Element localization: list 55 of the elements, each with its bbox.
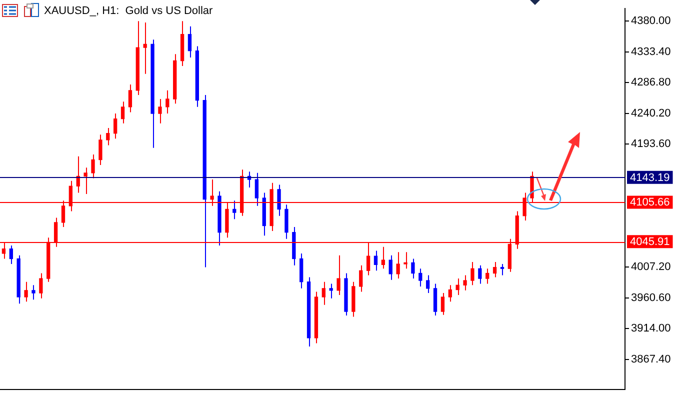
y-tick-label: 4240.20 [631, 107, 671, 120]
candlestick [24, 281, 28, 302]
candlestick [329, 283, 333, 299]
candlestick [478, 264, 482, 284]
y-tick-label: 4380.00 [631, 15, 671, 28]
candlestick [106, 128, 110, 146]
candlestick [284, 204, 288, 240]
candlestick [91, 154, 95, 179]
candlestick [166, 90, 170, 114]
candlestick [277, 184, 281, 216]
y-tick-label: 4333.40 [631, 46, 671, 58]
candlestick [374, 250, 378, 272]
candlestick [404, 252, 408, 270]
ref-line-label: 4143.19 [630, 172, 670, 184]
candlestick [9, 245, 13, 265]
candlestick [470, 262, 474, 286]
y-tick-label: 3867.40 [631, 353, 671, 366]
candlestick [396, 252, 400, 280]
candlestick [456, 278, 460, 296]
candlestick [388, 254, 392, 280]
candlestick [143, 22, 147, 74]
candlestick [322, 281, 326, 306]
candlestick [128, 84, 132, 113]
y-tick-label: 3914.00 [631, 322, 671, 335]
candlestick [433, 283, 438, 316]
y-tick-label: 3960.60 [631, 292, 671, 304]
candlestick [463, 274, 467, 291]
candlestick [411, 258, 415, 280]
y-tick-label: 4193.60 [631, 138, 671, 150]
ref-line-label: 4105.66 [630, 196, 670, 209]
candlestick [448, 284, 452, 302]
ref-line-label: 4045.91 [630, 236, 670, 248]
candlestick [114, 113, 118, 140]
candlestick [336, 254, 340, 296]
candlestick [359, 264, 363, 292]
candlestick [254, 172, 259, 206]
candlestick [84, 167, 88, 195]
y-tick-label: 4007.20 [631, 261, 671, 274]
chart-title: XAUUSD_, H1: Gold vs US Dollar [44, 5, 214, 18]
candlestick [381, 246, 386, 270]
candlestick [500, 264, 504, 276]
candlestick [232, 200, 236, 220]
candlestick [39, 272, 43, 299]
candlestick [32, 284, 36, 300]
candlestick [158, 98, 162, 124]
candlestick [440, 292, 445, 316]
candlestick [300, 252, 304, 289]
candlestick [426, 274, 430, 294]
y-tick-label: 4286.80 [631, 76, 671, 89]
candlestick [492, 262, 497, 278]
candlestick [418, 268, 422, 287]
candlestick [98, 134, 102, 166]
candlestick [486, 268, 490, 284]
candlestick [188, 26, 192, 58]
candlestick [120, 101, 125, 124]
